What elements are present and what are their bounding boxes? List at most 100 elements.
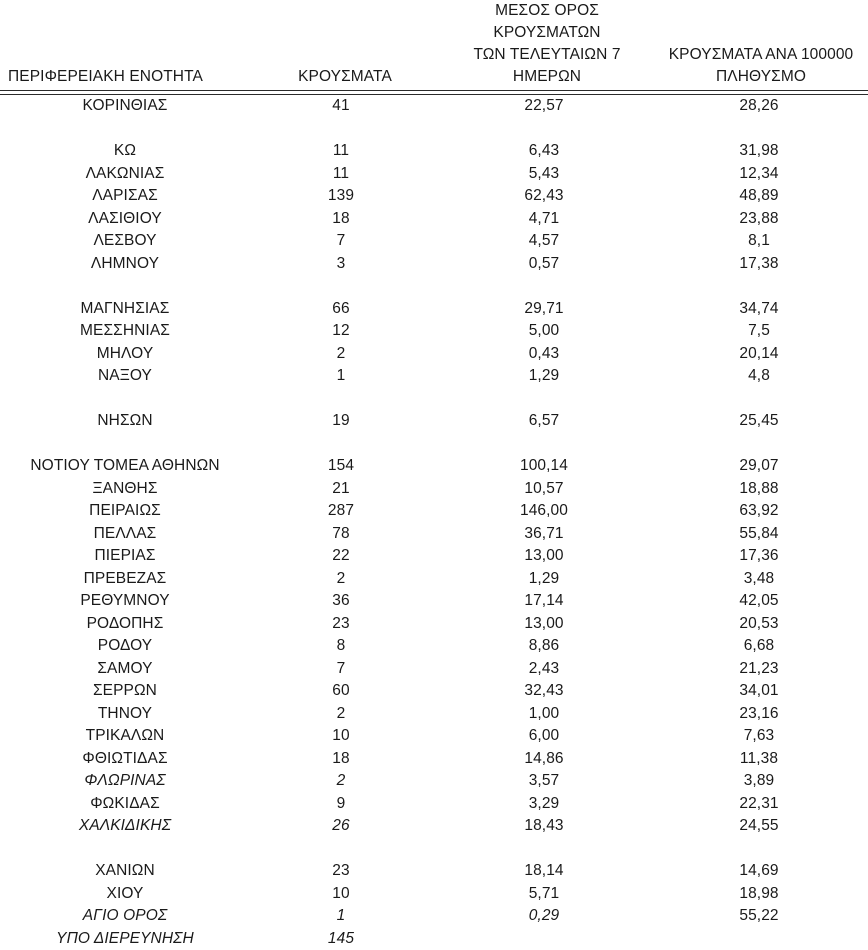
cell-cases: 8 <box>250 635 440 658</box>
table-spacer-row <box>0 433 868 456</box>
cell-per100k: 3,48 <box>654 568 868 591</box>
cell-per100k: 17,36 <box>654 545 868 568</box>
cell-per100k: 8,1 <box>654 230 868 253</box>
spacer-cell <box>0 275 868 298</box>
cell-avg7: 6,43 <box>440 140 654 163</box>
column-header-avg7-line3: ΗΜΕΡΩΝ <box>440 66 654 88</box>
cell-per100k: 14,69 <box>654 860 868 883</box>
cell-region-name: ΡΟΔΟΠΗΣ <box>0 613 250 636</box>
table-spacer-row <box>0 118 868 141</box>
cell-per100k: 11,38 <box>654 748 868 771</box>
cell-cases: 10 <box>250 725 440 748</box>
cell-region-name: ΧΑΛΚΙΔΙΚΗΣ <box>0 815 250 838</box>
cell-per100k: 31,98 <box>654 140 868 163</box>
cell-avg7: 146,00 <box>440 500 654 523</box>
cell-avg7: 8,86 <box>440 635 654 658</box>
cell-per100k: 29,07 <box>654 455 868 478</box>
table-spacer-row <box>0 388 868 411</box>
cell-per100k: 21,23 <box>654 658 868 681</box>
cell-avg7: 1,29 <box>440 365 654 388</box>
cell-per100k: 28,26 <box>654 95 868 118</box>
cell-per100k: 20,53 <box>654 613 868 636</box>
cell-cases: 60 <box>250 680 440 703</box>
column-header-per100k: ΚΡΟΥΣΜΑΤΑ ΑΝΑ 100000 ΠΛΗΘΥΣΜΟ <box>654 0 868 91</box>
cell-cases: 22 <box>250 545 440 568</box>
cell-avg7: 18,14 <box>440 860 654 883</box>
column-header-region: ΠΕΡΙΦΕΡΕΙΑΚΗ ΕΝΟΤΗΤΑ <box>0 0 250 91</box>
cell-region-name: ΠΙΕΡΙΑΣ <box>0 545 250 568</box>
cell-region-name: ΦΘΙΩΤΙΔΑΣ <box>0 748 250 771</box>
spacer-cell <box>0 433 868 456</box>
cell-per100k: 7,63 <box>654 725 868 748</box>
cell-region-name: ΛΑΣΙΘΙΟΥ <box>0 208 250 231</box>
cell-avg7: 4,57 <box>440 230 654 253</box>
cell-cases: 12 <box>250 320 440 343</box>
cell-per100k: 42,05 <box>654 590 868 613</box>
cell-per100k <box>654 928 868 950</box>
table-header: ΠΕΡΙΦΕΡΕΙΑΚΗ ΕΝΟΤΗΤΑ ΚΡΟΥΣΜΑΤΑ ΜΕΣΟΣ ΟΡΟ… <box>0 0 868 95</box>
column-header-cases: ΚΡΟΥΣΜΑΤΑ <box>250 0 440 91</box>
cell-avg7: 1,00 <box>440 703 654 726</box>
cell-cases: 3 <box>250 253 440 276</box>
cell-cases: 18 <box>250 748 440 771</box>
cell-cases: 2 <box>250 770 440 793</box>
cell-per100k: 63,92 <box>654 500 868 523</box>
cell-per100k: 12,34 <box>654 163 868 186</box>
cell-region-name: ΠΡΕΒΕΖΑΣ <box>0 568 250 591</box>
cell-cases: 2 <box>250 703 440 726</box>
cell-region-name: ΥΠΟ ΔΙΕΡΕΥΝΗΣΗ <box>0 928 250 950</box>
cell-avg7: 13,00 <box>440 613 654 636</box>
cell-region-name: ΛΗΜΝΟΥ <box>0 253 250 276</box>
cell-cases: 9 <box>250 793 440 816</box>
table-spacer-row <box>0 275 868 298</box>
cell-cases: 21 <box>250 478 440 501</box>
cell-region-name: ΦΛΩΡΙΝΑΣ <box>0 770 250 793</box>
cell-cases: 287 <box>250 500 440 523</box>
cell-per100k: 18,98 <box>654 883 868 906</box>
cell-avg7: 6,00 <box>440 725 654 748</box>
cell-cases: 66 <box>250 298 440 321</box>
column-header-per100k-line2: ΠΛΗΘΥΣΜΟ <box>654 66 868 88</box>
cell-per100k: 23,16 <box>654 703 868 726</box>
cell-region-name: ΦΩΚΙΔΑΣ <box>0 793 250 816</box>
cell-region-name: ΜΕΣΣΗΝΙΑΣ <box>0 320 250 343</box>
cell-cases: 154 <box>250 455 440 478</box>
cell-cases: 36 <box>250 590 440 613</box>
cell-cases: 23 <box>250 860 440 883</box>
cell-avg7: 62,43 <box>440 185 654 208</box>
cell-cases: 18 <box>250 208 440 231</box>
cell-per100k: 18,88 <box>654 478 868 501</box>
cell-region-name: ΧΙΟΥ <box>0 883 250 906</box>
cell-region-name: ΤΡΙΚΑΛΩΝ <box>0 725 250 748</box>
cell-cases: 11 <box>250 140 440 163</box>
cell-per100k: 6,68 <box>654 635 868 658</box>
cell-avg7: 13,00 <box>440 545 654 568</box>
cell-avg7 <box>440 928 654 950</box>
cell-cases: 145 <box>250 928 440 950</box>
cell-avg7: 14,86 <box>440 748 654 771</box>
cell-avg7: 36,71 <box>440 523 654 546</box>
cell-region-name: ΚΟΡΙΝΘΙΑΣ <box>0 95 250 118</box>
cell-region-name: ΧΑΝΙΩΝ <box>0 860 250 883</box>
cell-avg7: 100,14 <box>440 455 654 478</box>
